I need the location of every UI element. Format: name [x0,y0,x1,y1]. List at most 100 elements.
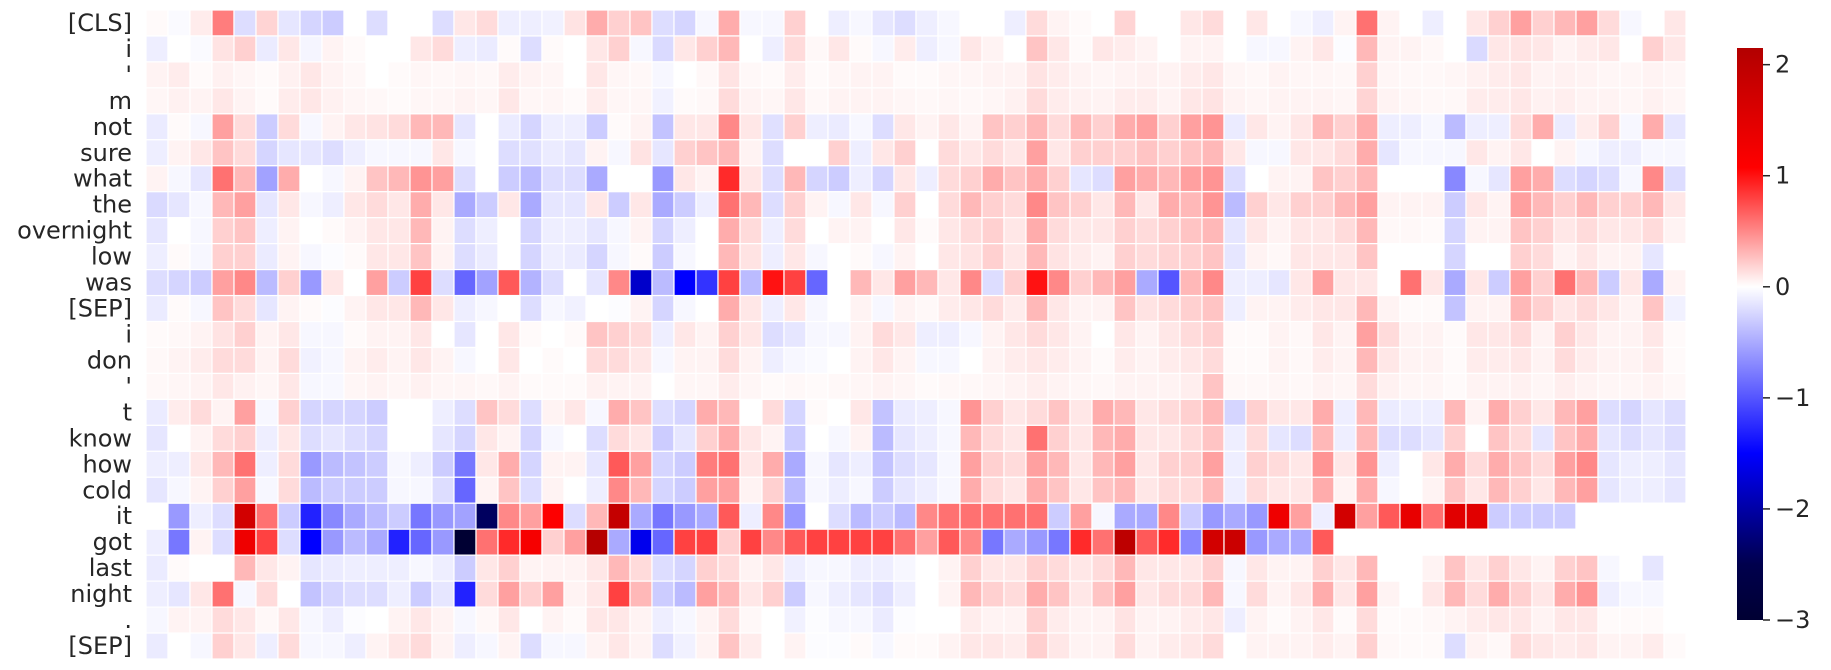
heatmap-cell [893,269,917,297]
heatmap-cell [783,632,807,660]
heatmap-cell [1201,632,1225,660]
heatmap-cell [1003,502,1027,530]
heatmap-cell [1575,139,1599,167]
heatmap-cell [1663,35,1687,63]
heatmap-cell [849,61,873,89]
heatmap-cell [805,61,829,89]
heatmap-cell [1575,580,1599,608]
heatmap-cell [1333,113,1357,141]
heatmap-cell [673,269,697,297]
heatmap-cell [981,9,1005,37]
heatmap-cell [761,450,785,478]
heatmap-cell [321,294,345,323]
heatmap-cell [277,113,301,141]
heatmap-cell [937,139,961,167]
heatmap-cell [167,87,191,115]
heatmap-cell [805,606,829,634]
heatmap-cell [299,528,323,556]
heatmap-cell [563,502,587,530]
heatmap-cell [1047,113,1071,141]
heatmap-cell [145,87,169,115]
heatmap-cell [915,9,939,37]
heatmap-cell [1091,294,1115,323]
heatmap-cell [1289,450,1313,478]
heatmap-cell [981,269,1005,297]
heatmap-cell [849,450,873,478]
heatmap-cell [1091,269,1115,297]
heatmap-cell [497,113,521,141]
heatmap-cell [1421,217,1445,245]
heatmap-cell [145,139,169,167]
heatmap-cell [585,139,609,167]
heatmap-cell [1025,450,1049,478]
heatmap-cell [1267,61,1291,89]
heatmap-cell [1047,424,1071,452]
heatmap-cell [1443,528,1467,556]
heatmap-cell [1135,476,1159,504]
heatmap-cell [453,320,477,349]
heatmap-cell [937,502,961,530]
heatmap-cell [1135,424,1159,452]
heatmap-cell [233,424,257,452]
heatmap-cell [497,554,521,582]
heatmap-cell [761,320,785,349]
heatmap-cell [1531,424,1555,452]
heatmap-cell [1421,554,1445,582]
heatmap-cell [1113,294,1137,323]
heatmap-cell [1025,165,1049,193]
heatmap-cell [365,580,389,608]
heatmap-cell [695,554,719,582]
heatmap-cell [1355,87,1379,115]
heatmap-cell [1355,580,1379,608]
heatmap-cell [717,139,741,167]
heatmap-cell [1245,165,1269,193]
heatmap-cell [189,139,213,167]
heatmap-cell [563,398,587,426]
heatmap-cell [475,398,499,426]
heatmap-cell [805,191,829,219]
heatmap-cell [871,217,895,245]
heatmap-cell [167,113,191,141]
heatmap-cell [1553,61,1577,89]
heatmap-cell [607,217,631,245]
heatmap-cell [387,113,411,141]
heatmap-cell [981,165,1005,193]
heatmap-cell [1553,450,1577,478]
heatmap-cell [1179,61,1203,89]
heatmap-cell [1575,320,1599,349]
heatmap-cell [1333,269,1357,297]
heatmap-cell [497,191,521,219]
heatmap-cell [717,113,741,141]
heatmap-cell [1597,554,1621,582]
heatmap-cell [871,450,895,478]
heatmap-cell [255,165,279,193]
heatmap-cell [563,165,587,193]
heatmap-cell [233,632,257,660]
heatmap-cell [321,502,345,530]
heatmap-cell [519,320,543,349]
colorbar-ticks: 210−1−2−3 [1763,51,1810,634]
heatmap-cell [1047,269,1071,297]
heatmap-cell [695,476,719,504]
heatmap-cell [1531,243,1555,271]
heatmap-cell [145,398,169,426]
heatmap-cell [1443,269,1467,297]
heatmap-cell [1421,424,1445,452]
heatmap-cell [211,61,235,89]
heatmap-cell [563,580,587,608]
heatmap-cell [255,61,279,89]
heatmap-cell [1553,424,1577,452]
heatmap-cell [1333,372,1357,401]
heatmap-cell [1487,320,1511,349]
heatmap-cell [871,9,895,37]
heatmap-cell [321,9,345,37]
heatmap-cell [607,320,631,349]
heatmap-cell [1179,528,1203,556]
heatmap-cell [343,554,367,582]
heatmap-cell [1487,580,1511,608]
heatmap-cell [827,450,851,478]
heatmap-cell [299,632,323,660]
heatmap-cell [453,580,477,608]
heatmap-cell [717,372,741,401]
heatmap-cell [1421,87,1445,115]
